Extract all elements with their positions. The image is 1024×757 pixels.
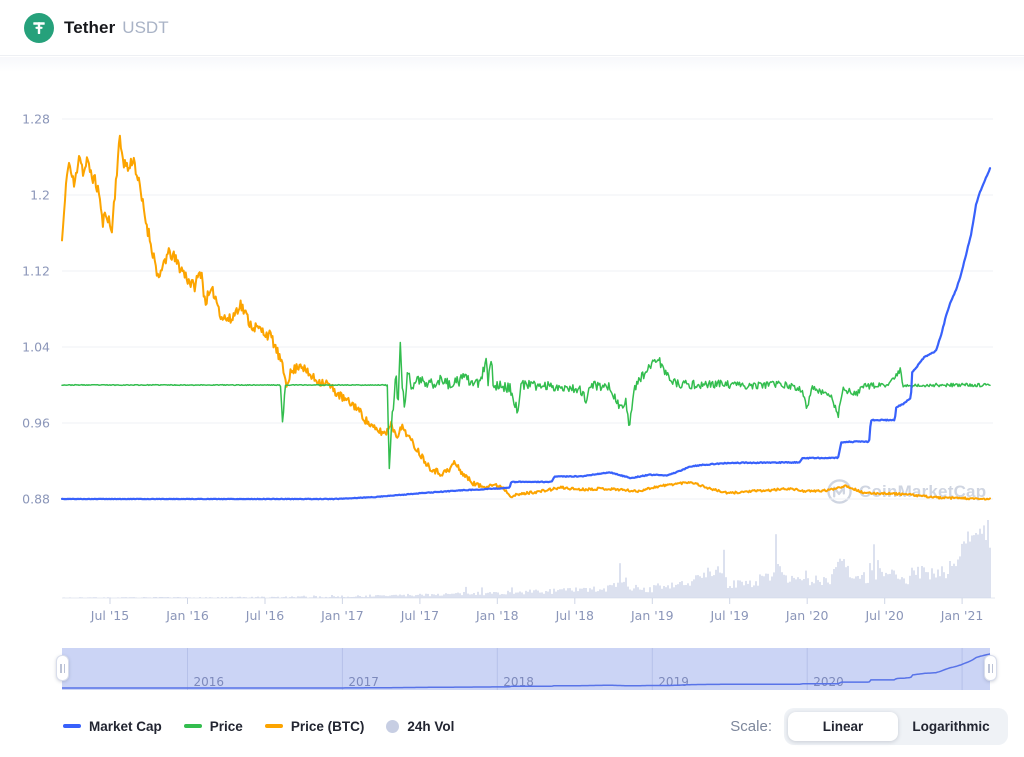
scale-toggle: Linear Logarithmic <box>784 707 1008 745</box>
svg-text:Jul '20: Jul '20 <box>864 608 903 623</box>
svg-text:2019: 2019 <box>658 675 689 689</box>
svg-text:Jan '18: Jan '18 <box>475 608 519 623</box>
coinmarketcap-watermark: CoinMarketCap <box>826 478 986 505</box>
y-gridlines <box>62 118 993 500</box>
legend-item-market-cap[interactable]: Market Cap <box>63 719 162 734</box>
svg-text:Jan '16: Jan '16 <box>165 608 209 623</box>
header-fade <box>0 57 1024 72</box>
svg-text:2016: 2016 <box>194 675 225 689</box>
svg-text:Jul '17: Jul '17 <box>400 608 439 623</box>
svg-text:2017: 2017 <box>348 675 379 689</box>
chart-footer: Market Cap Price Price (BTC) 24h Vol Scale:… <box>0 704 1024 748</box>
navigator-right-handle[interactable] <box>984 655 997 681</box>
legend: Market Cap Price Price (BTC) 24h Vol <box>63 719 454 734</box>
coin-name: Tether <box>64 17 116 37</box>
svg-text:Jan '19: Jan '19 <box>630 608 674 623</box>
y-axis-labels: 0.88 0.96 1.04 1.12 1.2 1.28 <box>22 112 50 507</box>
page-header: Tether USDT <box>0 0 1024 56</box>
price-line[interactable] <box>61 341 991 470</box>
scale-row: Scale: Linear Logarithmic <box>730 704 1008 748</box>
x-axis: Jul '15 Jan '16 Jul '16 Jan '17 Jul '17 Jan '… <box>62 597 995 623</box>
svg-text:2020: 2020 <box>813 675 844 689</box>
svg-text:Jul '18: Jul '18 <box>555 608 594 623</box>
svg-text:1.12: 1.12 <box>22 264 50 279</box>
scale-linear-button[interactable]: Linear <box>788 711 898 741</box>
coinmarketcap-logo-icon <box>827 479 852 504</box>
tether-logo-icon <box>24 12 54 43</box>
series-dash-icon <box>264 724 283 728</box>
svg-text:Jan '21: Jan '21 <box>940 608 984 623</box>
legend-label: Price <box>209 718 243 734</box>
svg-text:Jan '20: Jan '20 <box>785 608 829 623</box>
scale-label: Scale: <box>730 717 772 735</box>
navigator-left-handle[interactable] <box>56 655 69 681</box>
market-cap-line[interactable] <box>60 167 992 501</box>
volume-bars <box>63 520 991 598</box>
svg-text:Jul '16: Jul '16 <box>245 608 284 623</box>
svg-text:1.2: 1.2 <box>30 188 50 203</box>
coin-symbol: USDT <box>122 17 169 37</box>
svg-text:1.28: 1.28 <box>22 112 50 127</box>
series-dash-icon <box>183 724 202 728</box>
svg-text:1.04: 1.04 <box>22 340 50 355</box>
legend-item-price[interactable]: Price <box>183 718 243 734</box>
tether-symbol-icon <box>33 21 45 34</box>
svg-text:Jul '15: Jul '15 <box>90 608 129 623</box>
svg-text:0.88: 0.88 <box>22 492 50 507</box>
legend-item-24h-vol[interactable]: 24h Vol <box>386 719 454 734</box>
volume-dot-icon <box>386 719 400 733</box>
watermark-text: CoinMarketCap <box>859 481 987 501</box>
legend-item-price-btc[interactable]: Price (BTC) <box>264 718 365 734</box>
legend-label: Price (BTC) <box>290 718 365 734</box>
navigator: 2016 2017 2018 2019 2020 <box>62 648 991 690</box>
price-btc-line[interactable] <box>61 134 991 501</box>
svg-text:Jan '17: Jan '17 <box>320 608 364 623</box>
svg-text:0.96: 0.96 <box>22 416 50 431</box>
scale-logarithmic-button[interactable]: Logarithmic <box>898 712 1004 741</box>
svg-text:Jul '19: Jul '19 <box>709 608 748 623</box>
legend-label: 24h Vol <box>407 718 455 734</box>
series-dash-icon <box>63 724 81 728</box>
navigator-series-line <box>62 653 991 689</box>
legend-label: Market Cap <box>89 718 162 734</box>
